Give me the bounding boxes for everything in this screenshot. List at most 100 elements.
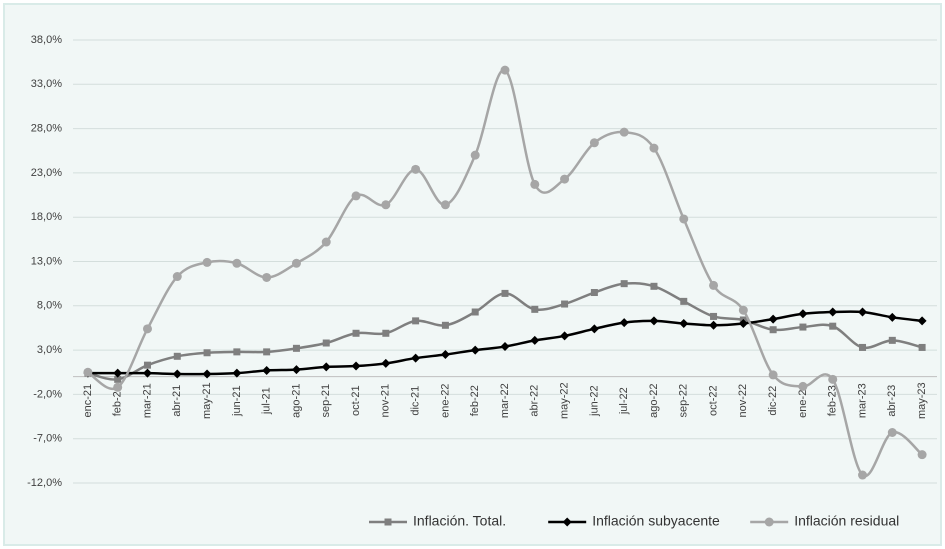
chart-background — [3, 3, 942, 546]
marker — [828, 307, 838, 317]
marker — [291, 365, 301, 375]
x-tick-label: sep-21 — [320, 384, 332, 418]
x-tick-label: jul-21 — [261, 387, 273, 415]
marker — [560, 174, 570, 184]
marker — [232, 258, 242, 268]
marker — [859, 343, 867, 351]
x-tick-label: jun-21 — [231, 385, 243, 417]
marker — [590, 289, 598, 297]
x-tick-label: enc-21 — [82, 384, 94, 418]
legend-label: Inflación subyacente — [592, 513, 720, 529]
x-tick-label: abr-21 — [171, 385, 183, 417]
x-tick-label: nov-21 — [380, 384, 392, 418]
marker — [798, 381, 808, 391]
marker — [412, 317, 420, 325]
marker — [381, 200, 391, 210]
marker — [291, 258, 301, 268]
x-tick-label: feb-23 — [827, 385, 839, 416]
marker — [173, 352, 181, 360]
marker — [530, 335, 540, 345]
legend-label: Inflación. Total. — [413, 513, 506, 529]
x-tick-label: dic-21 — [410, 386, 422, 416]
marker — [113, 368, 123, 378]
y-tick-label: -12,0% — [27, 477, 62, 489]
y-tick-label: 3,0% — [37, 344, 62, 356]
x-tick-label: jul-22 — [618, 387, 630, 415]
marker — [142, 324, 152, 334]
marker — [887, 312, 897, 322]
marker — [649, 316, 659, 326]
marker — [589, 324, 599, 334]
marker — [531, 305, 539, 313]
marker — [470, 345, 480, 355]
y-tick-label: -2,0% — [33, 388, 62, 400]
marker — [411, 353, 421, 363]
marker — [738, 305, 748, 315]
marker — [858, 470, 868, 480]
marker — [799, 323, 807, 331]
y-tick-label: 18,0% — [31, 211, 62, 223]
x-tick-label: mar-23 — [856, 383, 868, 418]
marker — [798, 309, 808, 319]
series — [83, 65, 927, 480]
marker — [292, 344, 300, 352]
marker — [918, 343, 926, 351]
y-tick-label: 23,0% — [31, 167, 62, 179]
marker — [441, 321, 449, 329]
marker — [322, 339, 330, 347]
x-tick-label: dic-22 — [767, 386, 779, 416]
x-tick-label: abr-23 — [886, 385, 898, 417]
marker — [829, 322, 837, 330]
marker — [232, 368, 242, 378]
marker — [768, 370, 778, 380]
marker — [650, 282, 658, 290]
x-tick-label: feb-22 — [469, 385, 481, 416]
x-tick-label: jun-22 — [588, 385, 600, 417]
marker — [470, 150, 480, 160]
marker — [351, 361, 361, 371]
y-tick-label: 33,0% — [31, 78, 62, 90]
marker — [887, 427, 897, 437]
marker — [917, 450, 927, 460]
marker — [203, 349, 211, 357]
marker — [764, 517, 774, 527]
marker — [411, 164, 421, 174]
y-tick-label: 28,0% — [31, 123, 62, 135]
marker — [680, 297, 688, 305]
marker — [351, 191, 361, 201]
marker — [114, 375, 122, 383]
x-tick-label: feb-21 — [112, 385, 124, 416]
marker — [619, 318, 629, 328]
marker — [352, 329, 360, 337]
y-tick-label: 13,0% — [31, 255, 62, 267]
marker — [709, 280, 719, 290]
marker — [562, 517, 572, 527]
marker — [560, 331, 570, 341]
x-tick-label: may-23 — [916, 382, 928, 419]
x-tick-label: ago-21 — [290, 384, 302, 418]
marker — [471, 308, 479, 316]
marker — [381, 358, 391, 368]
marker — [828, 374, 838, 384]
marker — [561, 300, 569, 308]
marker — [382, 329, 390, 337]
marker — [83, 367, 93, 377]
marker — [917, 316, 927, 326]
x-tick-label: ene-23 — [797, 384, 809, 418]
marker — [202, 369, 212, 379]
marker — [679, 214, 689, 224]
x-tick-label: abr-22 — [529, 385, 541, 417]
marker — [233, 348, 241, 356]
x-tick-label: mar-21 — [141, 383, 153, 418]
x-tick-label: oct-22 — [707, 385, 719, 416]
marker — [589, 138, 599, 148]
marker — [384, 518, 392, 526]
series — [83, 307, 927, 379]
marker — [619, 127, 629, 137]
x-tick-label: oct-21 — [350, 385, 362, 416]
y-tick-label: -7,0% — [33, 433, 62, 445]
marker — [710, 312, 718, 320]
marker — [709, 320, 719, 330]
marker — [172, 369, 182, 379]
